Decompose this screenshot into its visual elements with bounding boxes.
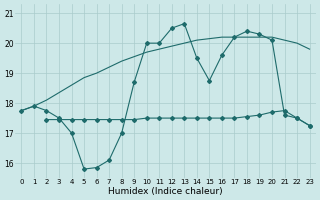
X-axis label: Humidex (Indice chaleur): Humidex (Indice chaleur) (108, 187, 223, 196)
